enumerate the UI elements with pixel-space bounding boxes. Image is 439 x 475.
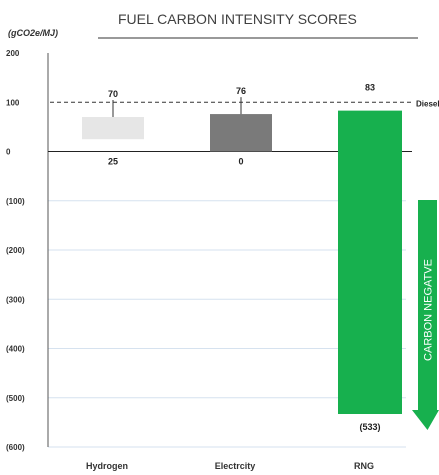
x-tick-label: RNG — [354, 461, 374, 471]
chart-title: FUEL CARBON INTENSITY SCORES — [118, 11, 357, 27]
data-label-high: 70 — [108, 89, 118, 99]
data-label-low: (533) — [359, 422, 380, 432]
data-labels: 70 25 76 0 83 (533) — [108, 83, 381, 432]
x-tick-label: Hydrogen — [86, 461, 128, 471]
y-tick-label: 100 — [6, 98, 20, 107]
data-label-high: 76 — [236, 86, 246, 96]
y-axis-label: (gCO2e/MJ) — [8, 28, 58, 38]
y-tick-label: 0 — [6, 148, 11, 157]
y-tick-label: (500) — [6, 394, 25, 403]
y-tick-label: 200 — [6, 49, 20, 58]
y-tick-label: (100) — [6, 197, 25, 206]
y-tick-labels: 200 100 0 (100) (200) (300) (400) (500) (600) — [6, 49, 25, 452]
y-tick-label: (300) — [6, 295, 25, 304]
y-tick-label: (600) — [6, 443, 25, 452]
bar-rng — [338, 110, 402, 415]
x-tick-label: Electrcity — [215, 461, 256, 471]
data-label-low: 25 — [108, 157, 118, 167]
bar-electrcity — [210, 114, 272, 152]
bar-hydrogen — [82, 117, 144, 140]
carbon-negative-arrow — [412, 200, 439, 430]
data-label-low: 0 — [238, 157, 243, 167]
x-tick-labels: Hydrogen Electrcity RNG — [86, 461, 374, 471]
y-tick-label: (200) — [6, 246, 25, 255]
data-label-high: 83 — [365, 83, 375, 93]
carbon-negative-label: CARBON NEGATVE — [423, 259, 435, 361]
y-tick-label: (400) — [6, 345, 25, 354]
reference-line-label: Diesel — [416, 99, 439, 108]
bars — [82, 110, 402, 415]
